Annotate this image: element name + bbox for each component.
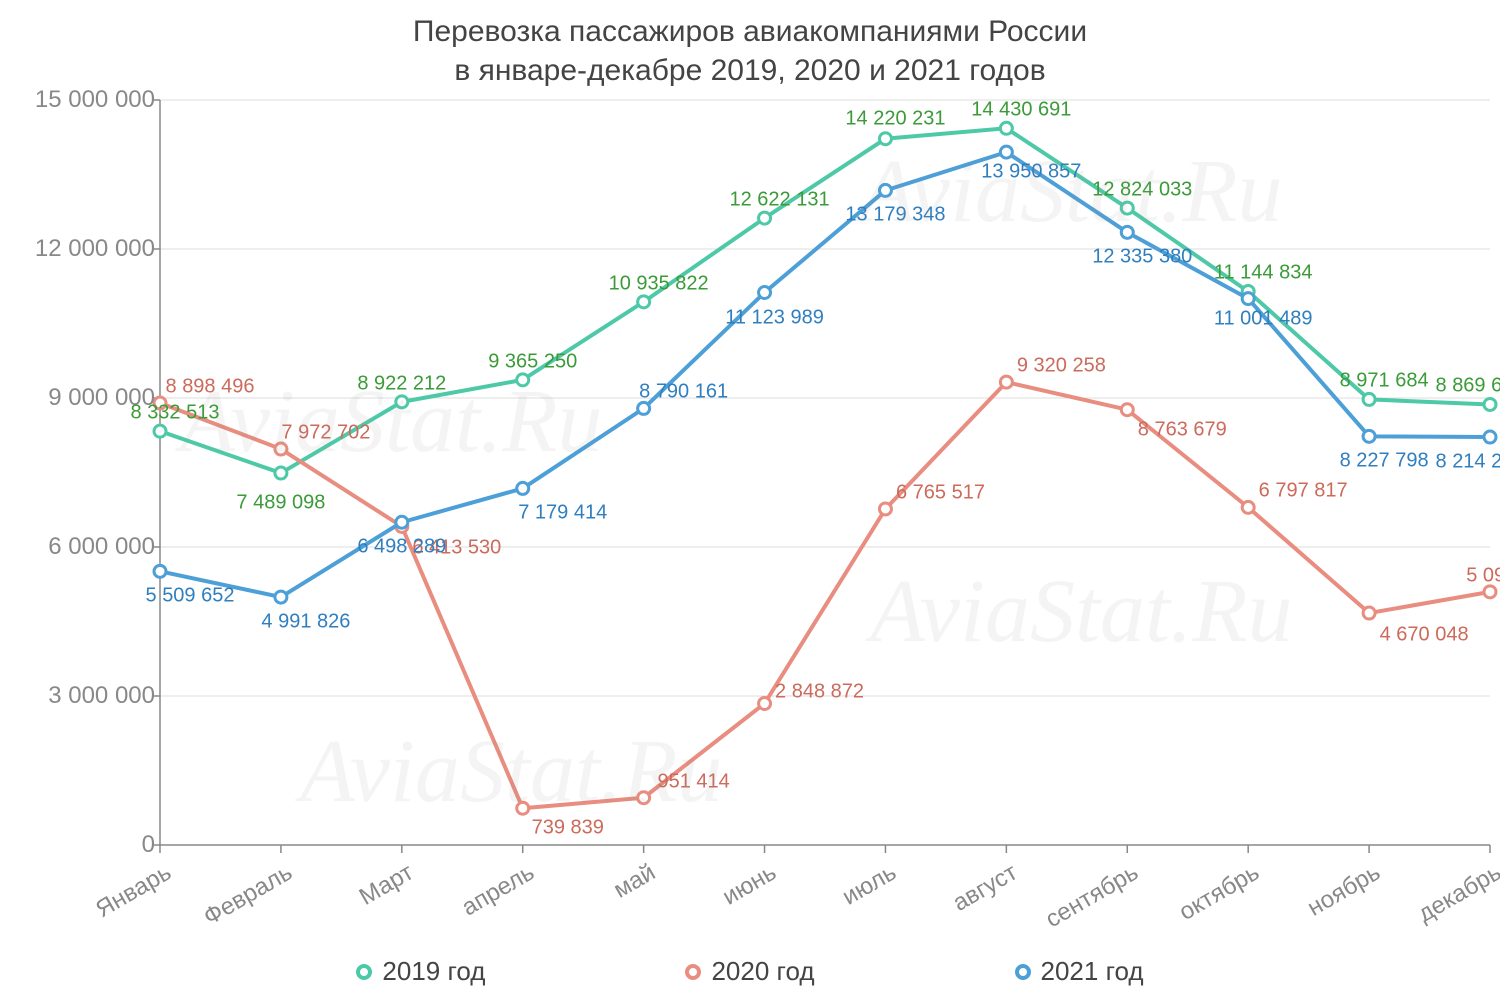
data-point-marker [1363,607,1375,619]
legend-item: 2021 год [1015,956,1144,987]
data-value-label: 14 430 691 [971,99,1071,122]
data-point-marker [517,374,529,386]
grid-lines [152,100,1490,853]
data-value-label: 12 824 033 [1092,179,1192,202]
y-tick-label: 15 000 000 [35,86,155,114]
legend: 2019 год 2020 год 2021 год [0,956,1500,987]
data-point-marker [396,396,408,408]
data-value-label: 5 509 652 [146,585,235,608]
data-value-label: 8 227 798 [1340,450,1429,473]
data-point-marker [1000,146,1012,158]
data-point-marker [879,503,891,515]
data-point-marker [759,287,771,299]
data-value-label: 7 179 414 [518,502,607,525]
data-value-label: 8 790 161 [639,381,728,404]
data-point-marker [1484,398,1496,410]
legend-label: 2019 год [382,956,485,987]
data-point-marker [1121,202,1133,214]
data-point-marker [1363,393,1375,405]
data-value-label: 4 670 048 [1380,624,1469,647]
data-value-label: 5 096 911 [1466,564,1500,587]
data-value-label: 8 214 290 [1436,451,1500,474]
data-value-label: 2 848 872 [775,680,864,703]
legend-marker-icon [356,964,372,980]
data-point-marker [396,516,408,528]
data-point-marker [275,467,287,479]
data-value-label: 8 922 212 [357,372,446,395]
data-point-marker [1484,431,1496,443]
data-value-label: 8 332 513 [131,402,220,425]
y-tick-label: 6 000 000 [48,533,155,561]
data-point-marker [275,591,287,603]
data-value-label: 7 489 098 [236,492,325,515]
data-value-label: 4 991 826 [261,611,350,634]
data-value-label: 8 763 679 [1138,418,1227,441]
legend-label: 2021 год [1041,956,1144,987]
data-value-label: 739 839 [532,817,604,840]
data-point-marker [154,425,166,437]
data-point-marker [154,565,166,577]
data-point-marker [638,296,650,308]
data-value-label: 8 898 496 [166,376,255,399]
data-point-marker [759,212,771,224]
data-point-marker [759,698,771,710]
data-value-label: 6 765 517 [896,481,985,504]
legend-marker-icon [685,964,701,980]
legend-item: 2020 год [685,956,814,987]
data-point-marker [879,184,891,196]
data-point-marker [1000,376,1012,388]
data-value-label: 13 179 348 [845,204,945,227]
data-value-label: 11 144 834 [1214,262,1313,285]
y-tick-label: 3 000 000 [48,682,155,710]
data-value-label: 8 869 672 [1436,375,1500,398]
data-value-label: 12 335 380 [1092,246,1192,269]
legend-marker-icon [1015,964,1031,980]
data-value-label: 6 797 817 [1259,480,1348,503]
data-point-marker [1000,122,1012,134]
data-point-marker [1363,430,1375,442]
data-value-label: 10 935 822 [609,272,709,295]
data-value-label: 9 365 250 [488,350,577,373]
data-point-marker [638,792,650,804]
y-tick-label: 12 000 000 [35,235,155,263]
data-value-label: 6 498 289 [357,536,446,559]
data-point-marker [517,482,529,494]
data-point-marker [275,443,287,455]
data-point-marker [879,133,891,145]
legend-label: 2020 год [711,956,814,987]
data-value-label: 12 622 131 [729,189,829,212]
data-value-label: 951 414 [657,770,729,793]
data-value-label: 13 950 857 [981,161,1081,184]
legend-item: 2019 год [356,956,485,987]
series-line [160,382,1490,808]
data-point-marker [1484,586,1496,598]
data-point-marker [638,402,650,414]
data-point-marker [1242,501,1254,513]
data-value-label: 14 220 231 [845,107,945,130]
data-value-label: 7 972 702 [281,422,370,445]
data-value-label: 9 320 258 [1017,355,1106,378]
series-group [154,122,1496,814]
data-value-label: 8 971 684 [1340,370,1429,393]
data-point-marker [517,802,529,814]
data-point-marker [1121,404,1133,416]
data-point-marker [1242,293,1254,305]
data-value-label: 11 123 989 [725,306,824,329]
data-point-marker [1121,226,1133,238]
y-tick-label: 0 [142,831,155,859]
chart-container: Перевозка пассажиров авиакомпаниями Росс… [0,0,1500,997]
data-value-label: 11 001 489 [1214,307,1313,330]
